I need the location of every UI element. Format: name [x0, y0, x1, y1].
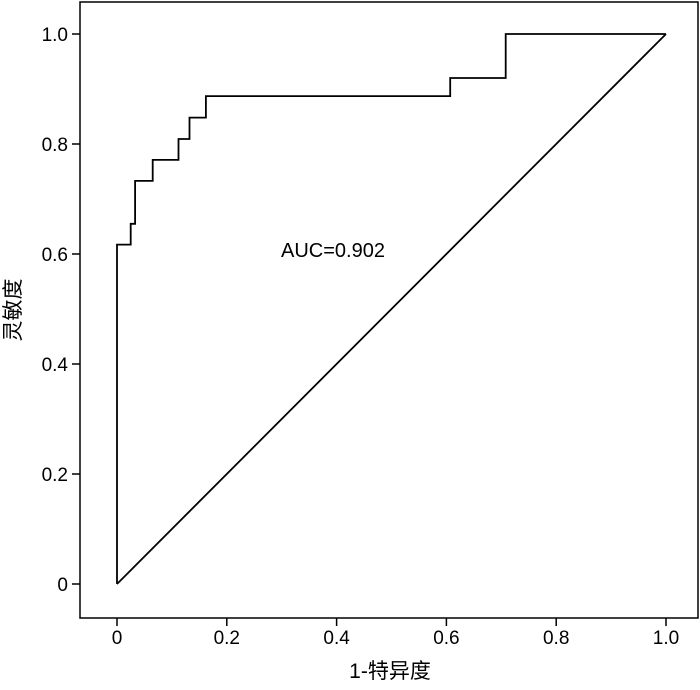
y-tick-label: 0.8 — [42, 135, 68, 156]
x-tick-label: 1.0 — [653, 628, 679, 649]
x-tick-label: 0.6 — [433, 628, 459, 649]
auc-annotation: AUC=0.902 — [281, 240, 385, 262]
y-tick-label: 0.2 — [42, 465, 68, 486]
y-tick-label: 0.4 — [42, 355, 69, 376]
x-axis-title: 1-特异度 — [349, 660, 431, 683]
x-tick-label: 0.2 — [214, 628, 240, 649]
y-axis: 0 0.2 0.4 0.6 0.8 1.0 — [42, 25, 80, 596]
roc-curve-line — [116, 33, 666, 584]
y-tick-label: 1.0 — [42, 25, 68, 46]
x-tick-label: 0 — [112, 628, 123, 649]
x-tick-label: 0.8 — [543, 628, 569, 649]
y-tick-label: 0.6 — [42, 245, 68, 266]
y-axis-title: 灵敏度 — [2, 279, 25, 342]
x-axis: 0 0.2 0.4 0.6 0.8 1.0 — [112, 618, 679, 649]
x-tick-label: 0.4 — [323, 628, 350, 649]
reference-diagonal-line — [116, 33, 667, 585]
plot-frame — [79, 1, 699, 619]
y-tick-label: 0 — [57, 575, 68, 596]
series-layer — [116, 33, 667, 585]
